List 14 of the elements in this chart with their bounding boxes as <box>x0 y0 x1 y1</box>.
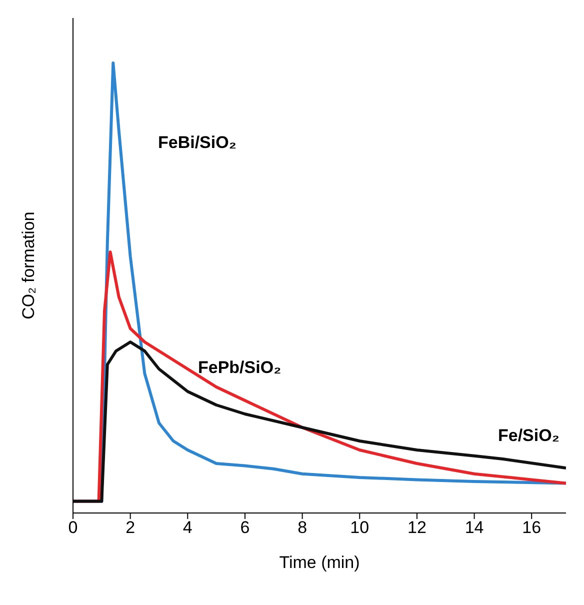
x-tick-label: 6 <box>240 518 250 538</box>
series-label: Fe/SiO₂ <box>498 426 560 446</box>
text: FeBi/SiO₂ <box>158 133 236 153</box>
x-tick-label: 0 <box>68 518 78 538</box>
x-tick-label: 14 <box>464 518 484 538</box>
x-tick-label: 12 <box>407 518 426 538</box>
x-tick-label: 2 <box>126 518 136 538</box>
series-label: FePb/SiO₂ <box>198 358 282 378</box>
x-tick-label: 8 <box>298 518 308 538</box>
x-tick-label: 4 <box>182 518 192 538</box>
y-axis-title: CO₂ formation <box>19 212 38 320</box>
x-axis-title: Time (min) <box>279 553 360 572</box>
x-tick-label: 16 <box>522 518 542 538</box>
x-tick-label: 10 <box>350 518 370 538</box>
